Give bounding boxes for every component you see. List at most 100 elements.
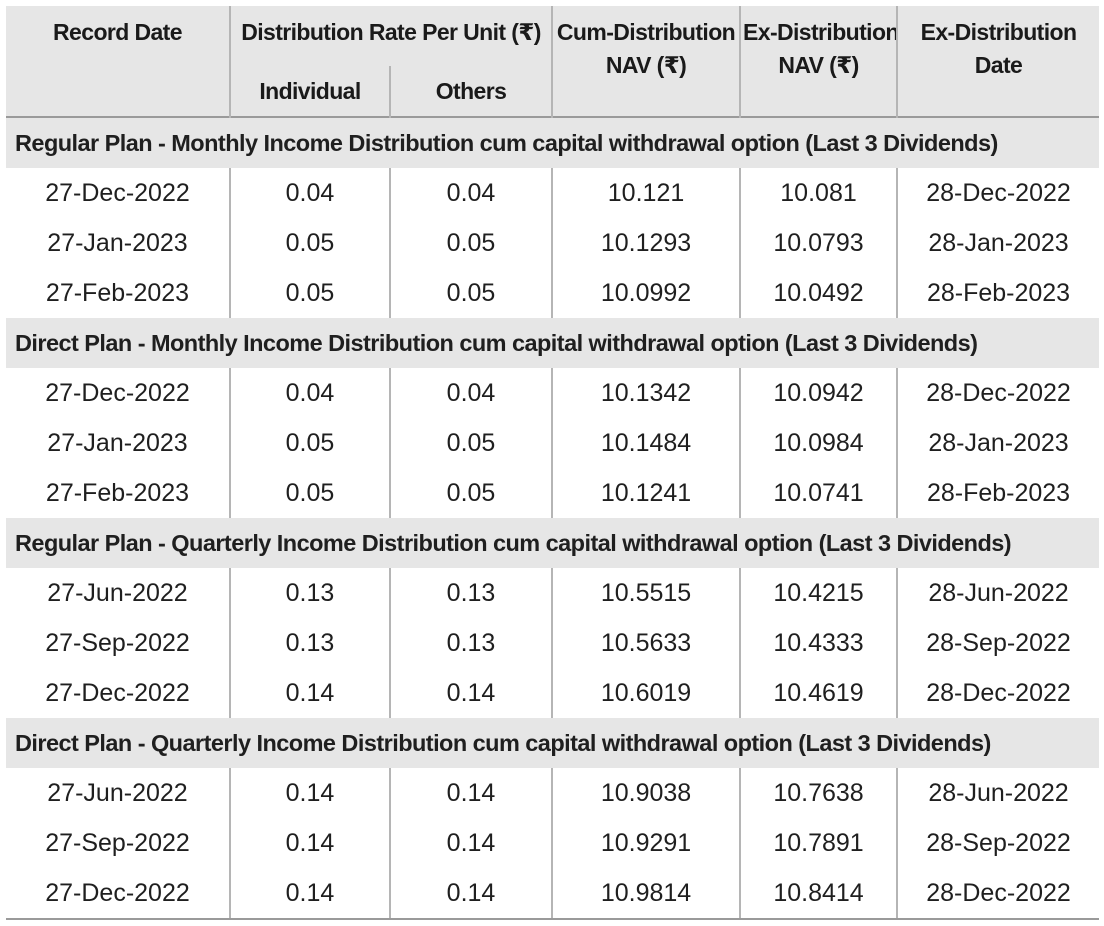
individual-rate-cell: 0.05 [229, 418, 390, 468]
individual-rate-cell: 0.05 [229, 218, 390, 268]
others-rate-cell: 0.04 [388, 168, 553, 218]
ex-date-cell: 28-Dec-2022 [896, 368, 1100, 418]
individual-rate-cell: 0.14 [229, 868, 390, 920]
table-row: 27-Sep-2022 0.14 0.14 10.9291 10.7891 28-Sep-… [6, 818, 1100, 868]
ex-nav-cell: 10.0741 [739, 468, 898, 518]
cum-distribution-nav-header: Cum-Distribution NAV (₹) [551, 6, 741, 117]
record-date-header: Record Date [6, 6, 230, 117]
cum-nav-header-line1: Cum-Distribution [556, 19, 736, 45]
ex-date-cell: 28-Dec-2022 [896, 168, 1100, 218]
table-header: Record Date Distribution Rate Per Unit (… [6, 6, 1100, 117]
ex-distribution-date-header: Ex-Distribution Date [896, 6, 1100, 117]
record-date-cell: 27-Jan-2023 [47, 428, 188, 457]
individual-rate-cell: 0.05 [229, 468, 390, 518]
table-row: 27-Dec-2022 0.04 0.04 10.1342 10.0942 28-Dec-… [6, 368, 1100, 418]
table-row: 27-Dec-2022 0.14 0.14 10.6019 10.4619 28-Dec-… [6, 668, 1100, 718]
others-rate-cell: 0.05 [388, 468, 553, 518]
ex-nav-cell: 10.0984 [739, 418, 898, 468]
others-rate-cell: 0.14 [388, 818, 553, 868]
section-header-row: Regular Plan - Quarterly Income Distribu… [6, 518, 1100, 568]
individual-rate-cell: 0.14 [229, 768, 390, 818]
others-rate-cell: 0.05 [388, 418, 553, 468]
record-date-cell: 27-Dec-2022 [45, 178, 190, 207]
ex-date-cell: 28-Sep-2022 [896, 618, 1100, 668]
section-header-row: Regular Plan - Monthly Income Distributi… [6, 117, 1100, 168]
cum-nav-cell: 10.0992 [551, 268, 741, 318]
record-date-cell: 27-Jun-2022 [47, 778, 188, 807]
section-title: Regular Plan - Monthly Income Distributi… [6, 117, 1100, 168]
cum-nav-cell: 10.9291 [551, 818, 741, 868]
ex-date-cell: 28-Jan-2023 [896, 418, 1100, 468]
record-date-cell: 27-Jan-2023 [47, 228, 188, 257]
ex-nav-header-line2: NAV (₹) [778, 52, 859, 78]
section-header-row: Direct Plan - Quarterly Income Distribut… [6, 718, 1100, 768]
record-date-cell: 27-Sep-2022 [45, 628, 190, 657]
individual-rate-cell: 0.04 [229, 168, 390, 218]
ex-date-header-line2: Date [974, 52, 1023, 78]
table-row: 27-Feb-2023 0.05 0.05 10.1241 10.0741 28-Feb-… [6, 468, 1100, 518]
ex-nav-cell: 10.0793 [739, 218, 898, 268]
ex-nav-cell: 10.081 [739, 168, 898, 218]
record-date-cell: 27-Dec-2022 [45, 678, 190, 707]
individual-rate-cell: 0.05 [229, 268, 390, 318]
section-title: Direct Plan - Quarterly Income Distribut… [6, 718, 1100, 768]
table-row: 27-Jan-2023 0.05 0.05 10.1484 10.0984 28-Jan-… [6, 418, 1100, 468]
individual-rate-cell: 0.14 [229, 818, 390, 868]
ex-date-header-line1: Ex-Distribution [920, 19, 1077, 45]
ex-date-cell: 28-Feb-2023 [896, 468, 1100, 518]
individual-rate-cell: 0.13 [229, 618, 390, 668]
others-rate-cell: 0.14 [388, 768, 553, 818]
ex-distribution-nav-header: Ex-Distribution NAV (₹) [739, 6, 898, 117]
ex-nav-header-line1: Ex-Distribution [743, 19, 898, 45]
cum-nav-cell: 10.1342 [551, 368, 741, 418]
cum-nav-cell: 10.1241 [551, 468, 741, 518]
individual-rate-cell: 0.14 [229, 668, 390, 718]
record-date-cell: 27-Feb-2023 [45, 278, 190, 307]
cum-nav-cell: 10.5633 [551, 618, 741, 668]
table-row: 27-Jan-2023 0.05 0.05 10.1293 10.0793 28-Jan-… [6, 218, 1100, 268]
cum-nav-cell: 10.1484 [551, 418, 741, 468]
others-rate-cell: 0.13 [388, 618, 553, 668]
table-row: 27-Dec-2022 0.04 0.04 10.121 10.081 28-Dec-20… [6, 168, 1100, 218]
distribution-history-table: Record Date Distribution Rate Per Unit (… [6, 6, 1100, 920]
individual-rate-cell: 0.13 [229, 568, 390, 618]
ex-nav-cell: 10.0492 [739, 268, 898, 318]
ex-nav-cell: 10.4619 [739, 668, 898, 718]
ex-nav-cell: 10.4215 [739, 568, 898, 618]
section-header-row: Direct Plan - Monthly Income Distributio… [6, 318, 1100, 368]
record-date-cell: 27-Sep-2022 [45, 828, 190, 857]
cum-nav-cell: 10.9814 [551, 868, 741, 920]
record-date-cell: 27-Feb-2023 [45, 478, 190, 507]
ex-date-cell: 28-Jan-2023 [896, 218, 1100, 268]
cum-nav-cell: 10.1293 [551, 218, 741, 268]
others-rate-cell: 0.04 [388, 368, 553, 418]
ex-nav-cell: 10.4333 [739, 618, 898, 668]
others-rate-cell: 0.14 [388, 868, 553, 920]
ex-nav-cell: 10.0942 [739, 368, 898, 418]
ex-nav-cell: 10.8414 [739, 868, 898, 920]
record-date-cell: 27-Dec-2022 [45, 378, 190, 407]
section-title: Regular Plan - Quarterly Income Distribu… [6, 518, 1100, 568]
distribution-rate-header: Distribution Rate Per Unit (₹) [228, 6, 553, 66]
record-date-cell: 27-Jun-2022 [47, 578, 188, 607]
cum-nav-cell: 10.121 [551, 168, 741, 218]
ex-date-cell: 28-Jun-2022 [896, 568, 1100, 618]
ex-date-cell: 28-Dec-2022 [896, 868, 1100, 920]
cum-nav-header-line2: NAV (₹) [605, 52, 687, 78]
table-row: 27-Jun-2022 0.13 0.13 10.5515 10.4215 28-Jun-… [6, 568, 1100, 618]
table-row: 27-Dec-2022 0.14 0.14 10.9814 10.8414 28-Dec-… [6, 868, 1100, 920]
others-rate-cell: 0.14 [388, 668, 553, 718]
table-body: Regular Plan - Monthly Income Distributi… [6, 117, 1100, 920]
ex-date-cell: 28-Sep-2022 [896, 818, 1100, 868]
others-rate-cell: 0.05 [388, 268, 553, 318]
ex-nav-cell: 10.7891 [739, 818, 898, 868]
table-row: 27-Jun-2022 0.14 0.14 10.9038 10.7638 28-Jun-… [6, 768, 1100, 818]
others-header: Others [388, 66, 553, 117]
ex-date-cell: 28-Feb-2023 [896, 268, 1100, 318]
cum-nav-cell: 10.9038 [551, 768, 741, 818]
cum-nav-cell: 10.5515 [551, 568, 741, 618]
individual-header: Individual [229, 66, 390, 117]
ex-date-cell: 28-Jun-2022 [896, 768, 1100, 818]
others-rate-cell: 0.05 [388, 218, 553, 268]
ex-nav-cell: 10.7638 [739, 768, 898, 818]
